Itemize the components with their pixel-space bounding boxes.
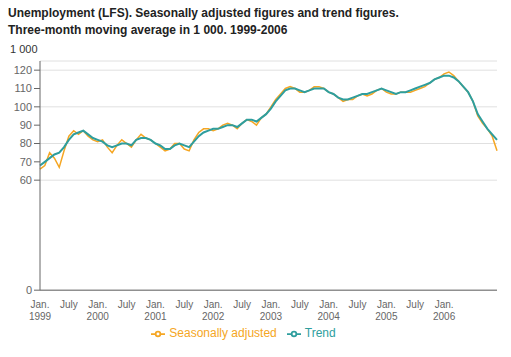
svg-text:70: 70 [20, 156, 32, 168]
svg-text:July: July [233, 299, 251, 310]
svg-text:July: July [60, 299, 78, 310]
svg-text:100: 100 [14, 101, 32, 113]
svg-text:120: 120 [14, 64, 32, 76]
svg-text:Jan.2005: Jan.2005 [375, 299, 398, 322]
html-text:Seasonally adjusted: Seasonally adjusted [169, 326, 277, 341]
svg-text:60: 60 [20, 174, 32, 186]
svg-text:Jan.2000: Jan.2000 [87, 299, 110, 322]
html-text:1 000: 1 000 [10, 43, 38, 55]
html-text:Three-month moving average in: Three-month moving average in 1 000. 199… [8, 23, 288, 37]
svg-text:Jan.2003: Jan.2003 [260, 299, 283, 322]
svg-text:Jan.2004: Jan.2004 [318, 299, 341, 322]
svg-text:80: 80 [20, 137, 32, 149]
svg-text:Jan.2002: Jan.2002 [202, 299, 225, 322]
svg-text:July: July [291, 299, 309, 310]
svg-text:0: 0 [26, 284, 32, 296]
html-text:Trend: Trend [304, 326, 336, 341]
svg-text:Jan.2006: Jan.2006 [433, 299, 456, 322]
svg-text:Jan.1999: Jan.1999 [29, 299, 52, 322]
svg-text:July: July [118, 299, 136, 310]
svg-text:July: July [349, 299, 367, 310]
svg-text:Jan.2001: Jan.2001 [144, 299, 167, 322]
svg-text:90: 90 [20, 119, 32, 131]
svg-text:July: July [406, 299, 424, 310]
svg-text:110: 110 [14, 82, 32, 94]
html-text:Unemployment (LFS). Seasonally: Unemployment (LFS). Seasonally adjusted … [8, 6, 399, 20]
svg-text:July: July [175, 299, 193, 310]
